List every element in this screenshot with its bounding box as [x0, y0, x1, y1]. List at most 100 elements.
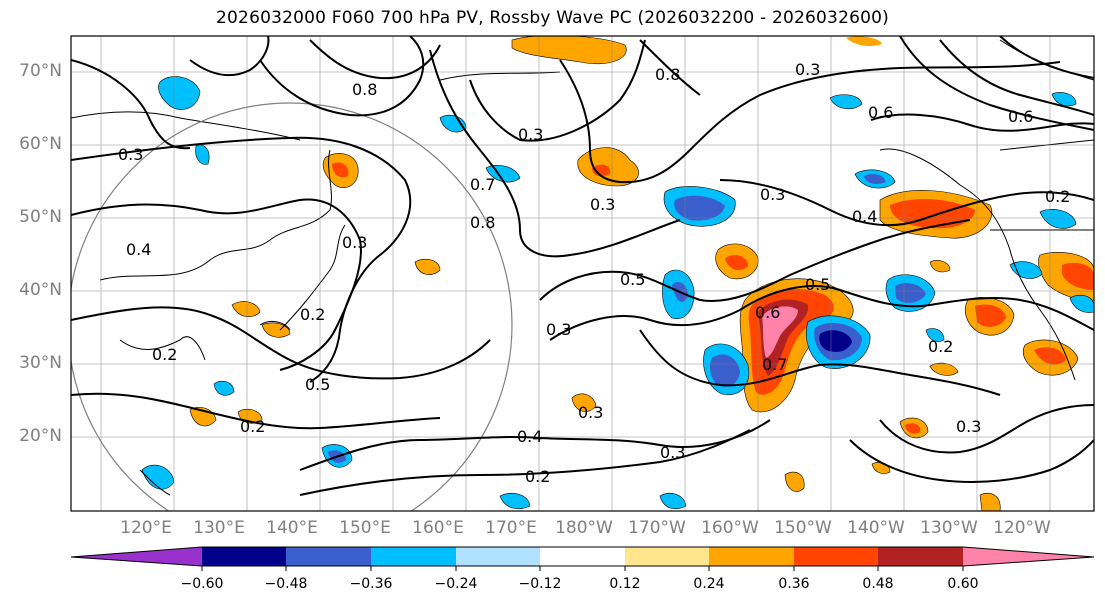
warm-anomaly	[332, 162, 349, 178]
contour-label: 0.3	[342, 233, 367, 252]
colorbar-segment	[963, 547, 1094, 566]
lon-label: 120°E	[120, 518, 172, 538]
colorbar-segment	[540, 547, 625, 566]
contour-label: 0.7	[762, 355, 787, 374]
warm-anomaly	[784, 471, 805, 492]
lon-label: 150°W	[774, 518, 832, 538]
lon-label: 170°W	[628, 518, 686, 538]
cool-anomaly	[925, 328, 945, 342]
colorbar-tick-label: 0.12	[609, 576, 641, 592]
colorbar-segment	[878, 547, 963, 566]
cool-anomaly	[1051, 92, 1077, 107]
colorbar	[70, 546, 1095, 571]
lon-label: 170°E	[485, 518, 537, 538]
lon-label: 150°E	[339, 518, 391, 538]
colorbar-segment	[202, 547, 286, 566]
cool-anomaly	[213, 380, 235, 396]
cool-anomaly	[1009, 261, 1043, 279]
lat-label-70n: 70°N	[19, 61, 62, 81]
contour-label: 0.2	[300, 305, 325, 324]
contour-label: 0.2	[240, 417, 265, 436]
contour-label: 0.5	[805, 275, 830, 294]
cool-anomaly	[819, 330, 852, 352]
contour-label: 0.8	[655, 65, 680, 84]
colorbar-tick-label: 0.48	[862, 576, 894, 592]
chart-title: 2026032000 F060 700 hPa PV, Rossby Wave …	[216, 8, 889, 28]
contour-label: 0.6	[755, 303, 780, 322]
warm-anomaly	[1062, 262, 1094, 290]
colorbar-tick-label: −0.24	[434, 576, 478, 592]
warm-anomaly	[577, 147, 639, 187]
contour-label: 0.3	[546, 320, 571, 339]
colorbar-tick-label: −0.60	[180, 576, 224, 592]
map-frame	[70, 35, 1095, 512]
colorbar-segment	[709, 547, 794, 566]
lat-label-40n: 40°N	[19, 280, 62, 300]
cool-anomaly	[195, 144, 210, 165]
colorbar-segment	[794, 547, 878, 566]
colorbar-segment	[371, 547, 456, 566]
gridlines	[71, 36, 1094, 511]
cool-anomaly	[659, 493, 687, 510]
warm-anomaly	[511, 36, 627, 65]
contour-label: 0.3	[118, 145, 143, 164]
contour-label: 0.4	[126, 240, 151, 259]
cool-anomaly	[158, 76, 201, 110]
lat-label-30n: 30°N	[19, 353, 62, 373]
warm-anomaly	[975, 304, 1006, 327]
warm-anomaly	[905, 423, 921, 434]
contour-label: 0.5	[620, 270, 645, 289]
warm-anomaly	[231, 301, 261, 318]
contour-label: 0.2	[928, 337, 953, 356]
colorbar-tick-label: 0.60	[947, 576, 979, 592]
warm-anomaly	[979, 492, 1001, 511]
colorbar-segment	[71, 547, 202, 566]
reference-circle	[71, 102, 513, 511]
colorbar-tick-label: −0.36	[349, 576, 393, 592]
contour-label: 0.3	[795, 60, 820, 79]
contour-label: 0.2	[1045, 187, 1070, 206]
colorbar-segment	[625, 547, 709, 566]
colorbar-tick-label: 0.36	[778, 576, 810, 592]
contour-label: 0.4	[852, 207, 877, 226]
lat-label-20n: 20°N	[19, 426, 62, 446]
lon-label: 130°W	[920, 518, 978, 538]
colorbar-segment	[286, 547, 371, 566]
lon-label: 180°W	[555, 518, 613, 538]
warm-anomaly	[571, 393, 597, 412]
cool-anomaly	[829, 94, 863, 110]
warm-anomaly	[929, 362, 959, 376]
cool-anomaly	[895, 283, 926, 303]
warm-anomaly	[414, 258, 441, 275]
lon-label: 140°E	[266, 518, 318, 538]
contour-label: 0.6	[1008, 107, 1033, 126]
contour-label: 0.3	[660, 443, 685, 462]
lon-label: 120°W	[993, 518, 1051, 538]
contour-label: 0.7	[470, 175, 495, 194]
contour-label: 0.3	[590, 195, 615, 214]
cool-anomaly	[864, 174, 886, 184]
colorbar-tick-label: 0.24	[693, 576, 725, 592]
contour-labels: 0.3 0.3 0.3 0.3 0.3 0.3 0.3 0.3 0.3 0.3 …	[118, 60, 1070, 486]
warm-anomaly	[762, 306, 798, 358]
colorbar-segment	[456, 547, 540, 566]
contour-label: 0.3	[518, 125, 543, 144]
lon-label: 160°W	[701, 518, 759, 538]
contour-label: 0.8	[470, 213, 495, 232]
contour-label: 0.2	[525, 467, 550, 486]
warm-anomaly	[890, 198, 975, 229]
contour-label: 0.3	[578, 403, 603, 422]
lon-label: 160°E	[412, 518, 464, 538]
cool-anomaly	[1039, 209, 1077, 229]
pv-anomaly-shading	[141, 36, 1094, 511]
lon-label: 140°W	[847, 518, 905, 538]
contour-label: 0.4	[517, 427, 542, 446]
contour-label: 0.3	[956, 417, 981, 436]
pv-contours	[71, 36, 1094, 496]
contour-label: 0.8	[352, 80, 377, 99]
contour-label: 0.3	[760, 185, 785, 204]
contour-label: 0.2	[152, 345, 177, 364]
warm-anomaly	[929, 260, 951, 273]
cool-anomaly	[1069, 294, 1094, 313]
